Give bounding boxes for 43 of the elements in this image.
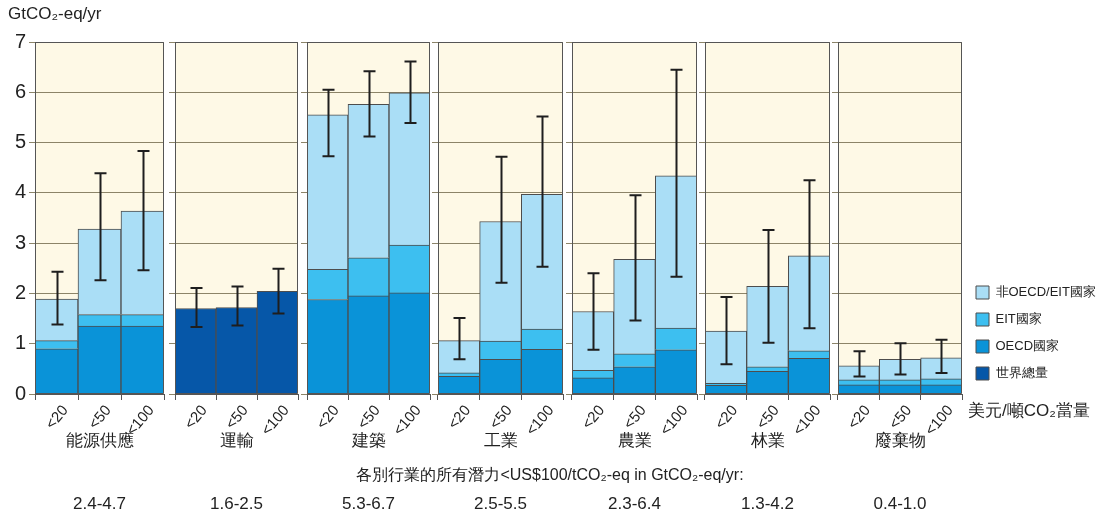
y-tick-label: 6 bbox=[14, 79, 26, 102]
x-tick-label: <20 bbox=[41, 401, 71, 432]
text: 美元/噸CO₂當量 bbox=[968, 401, 1090, 421]
text: 2.3-6.4 bbox=[608, 494, 661, 514]
y-tick-label: 3 bbox=[14, 230, 26, 253]
y-tick-label: 5 bbox=[14, 130, 26, 153]
y-tick-label: 1 bbox=[14, 331, 26, 354]
legend-label: EIT國家 bbox=[995, 311, 1042, 327]
x-tick-label: <50 bbox=[885, 401, 915, 432]
x-tick-label: <20 bbox=[843, 401, 874, 432]
x-axis-title: 廢棄物 bbox=[874, 431, 926, 451]
x-tick-label: <20 bbox=[710, 401, 741, 432]
x-tick-label: <20 bbox=[312, 401, 342, 432]
x-axis-title: 農業 bbox=[617, 431, 652, 451]
x-axis-title: 建築 bbox=[350, 431, 386, 451]
x-axis-title: 能源供應 bbox=[65, 431, 134, 451]
x-tick-label: <50 bbox=[221, 401, 251, 432]
legend-label: 世界總量 bbox=[995, 365, 1048, 381]
y-tick-label: 0 bbox=[14, 381, 26, 404]
text: 0.4-1.0 bbox=[873, 494, 927, 514]
text: 1.3-4.2 bbox=[741, 494, 794, 514]
y-axis-title: GtCO₂-eq/yr bbox=[8, 4, 102, 24]
text: 2.5-5.5 bbox=[474, 494, 527, 514]
legend-label: OECD國家 bbox=[995, 338, 1060, 354]
x-tick-label: <50 bbox=[619, 401, 649, 432]
text: 1.6-2.5 bbox=[210, 494, 263, 514]
x-tick-label: <50 bbox=[353, 401, 383, 432]
x-tick-label: <50 bbox=[485, 401, 515, 432]
text: 5.3-6.7 bbox=[342, 494, 395, 514]
text: 各別行業的所有潛力<US$100/tCO₂-eq in GtCO₂-eq/yr: bbox=[356, 466, 744, 485]
y-tick-label: 7 bbox=[14, 29, 26, 52]
x-tick-label: <50 bbox=[752, 401, 782, 432]
x-axis-title: 運輸 bbox=[219, 431, 254, 451]
x-tick-label: <50 bbox=[84, 401, 114, 432]
x-axis-title: 林業 bbox=[749, 431, 785, 451]
text: 2.4-4.7 bbox=[73, 494, 126, 514]
y-tick-label: 4 bbox=[14, 180, 26, 203]
x-tick-label: <20 bbox=[443, 401, 474, 432]
x-axis-title: 工業 bbox=[483, 431, 518, 451]
x-tick-label: <20 bbox=[577, 401, 608, 432]
y-tick-label: 2 bbox=[14, 280, 26, 303]
x-tick-label: <20 bbox=[180, 401, 210, 432]
legend-label: 非OECD/EIT國家 bbox=[995, 284, 1096, 300]
